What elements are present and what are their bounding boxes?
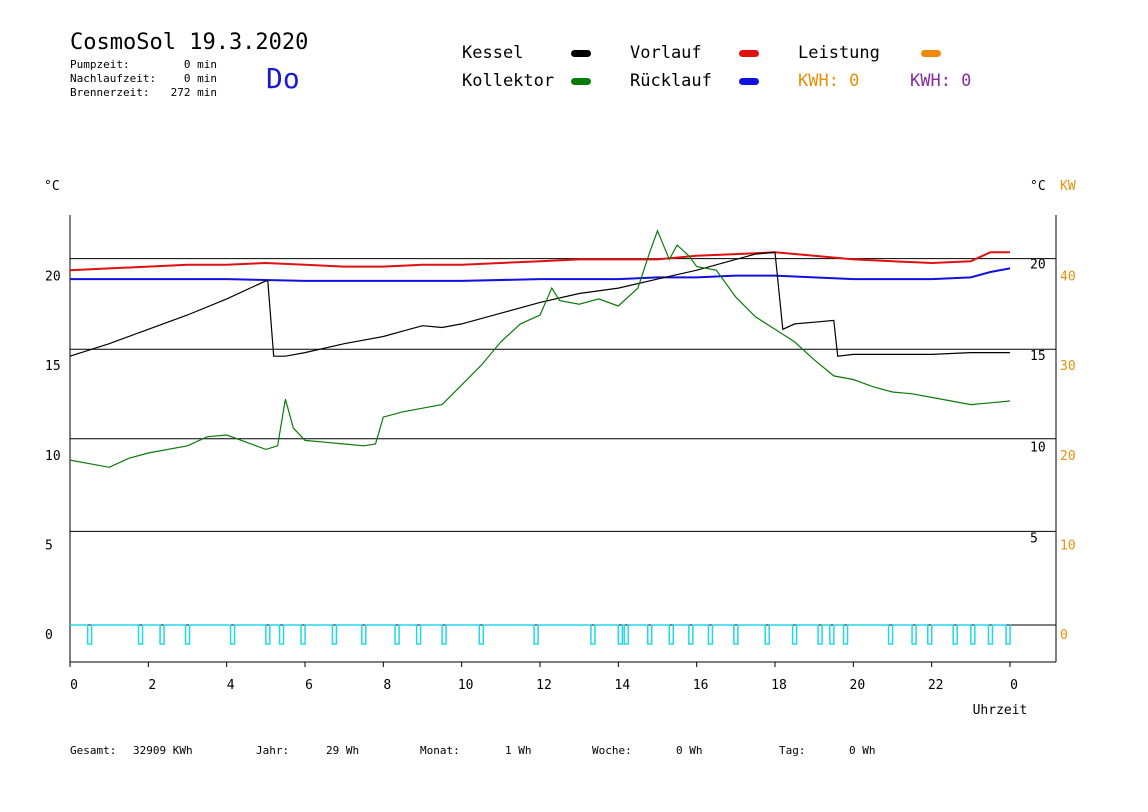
x-tick-label: 16 [693, 678, 709, 693]
series-kollektor-line [69, 229, 1011, 468]
y-right-tick-label: 20 [1030, 258, 1046, 273]
legend-kollektor-label: Kollektor [462, 71, 555, 91]
stat-nachlaufzeit-label: Nachlaufzeit: [70, 72, 157, 85]
y-right2-tick-label: 30 [1060, 359, 1076, 374]
y-right2-tick-label: 10 [1060, 538, 1076, 553]
footer-woche-value: 0 Wh [676, 744, 703, 757]
series-pumpe-line [70, 624, 1011, 645]
x-tick-label: 22 [928, 678, 944, 693]
legend-leistung-label: Leistung [798, 43, 880, 63]
footer-jahr-label: Jahr: [256, 744, 290, 757]
legend-leistung-swatch [921, 50, 941, 57]
stat-brennerzeit-label: Brennerzeit: [70, 86, 150, 99]
stat-pumpzeit-value: 0 min [183, 58, 217, 71]
y-left-tick-label: 0 [45, 628, 53, 643]
series-ruecklauf-line [70, 267, 1011, 282]
x-tick-label: 4 [227, 678, 235, 693]
y-left-tick-label: 15 [45, 359, 61, 374]
y-left-tick-label: 10 [45, 449, 61, 464]
x-tick-label: 20 [850, 678, 866, 693]
x-tick-label: 0 [1010, 678, 1018, 693]
chart-title: CosmoSol 19.3.2020 [70, 30, 309, 55]
legend-kessel-swatch [571, 50, 591, 57]
y-right2-tick-label: 20 [1060, 449, 1076, 464]
footer-jahr-value: 29 Wh [326, 744, 360, 757]
x-tick-label: 2 [148, 678, 156, 693]
footer-woche-label: Woche: [592, 744, 632, 757]
y-left-tick-label: 20 [45, 270, 61, 285]
x-tick-label: 6 [305, 678, 313, 693]
stat-brennerzeit-value: 272 min [170, 86, 217, 99]
footer-tag-value: 0 Wh [849, 744, 876, 757]
kwh-orange-text: KWH: 0 [798, 71, 860, 91]
footer-gesamt-value: 32909 KWh [133, 744, 193, 757]
x-tick-label: 8 [383, 678, 391, 693]
legend-ruecklauf-label: Rücklauf [630, 71, 712, 91]
x-tick-label: 12 [536, 678, 552, 693]
x-tick-label: 0 [70, 678, 78, 693]
x-axis-label: Uhrzeit [973, 703, 1028, 718]
y-left-tick-label: 5 [45, 538, 53, 553]
y-left-unit-label: °C [44, 179, 60, 194]
y-right-tick-label: 5 [1030, 532, 1038, 547]
y-right2-tick-label: 0 [1060, 628, 1068, 643]
legend-vorlauf-label: Vorlauf [630, 43, 702, 63]
y-right2-unit-label: KW [1060, 179, 1076, 194]
x-tick-label: 18 [771, 678, 787, 693]
y-right-tick-label: 10 [1030, 440, 1046, 455]
legend-kollektor-swatch [571, 78, 591, 85]
legend-ruecklauf-swatch [739, 78, 759, 85]
x-tick-label: 14 [615, 678, 631, 693]
x-tick-label: 10 [458, 678, 474, 693]
y-right-unit-label: °C [1030, 179, 1046, 194]
kwh-purple-text: KWH: 0 [910, 71, 972, 91]
footer-gesamt-label: Gesamt: [70, 744, 117, 757]
y-right-tick-label: 15 [1030, 349, 1046, 364]
y-right2-tick-label: 40 [1060, 270, 1076, 285]
stat-pumpzeit-label: Pumpzeit: [70, 58, 130, 71]
weekday-label: Do [266, 62, 300, 95]
legend-vorlauf-swatch [739, 50, 759, 57]
legend-kessel-label: Kessel [462, 43, 524, 63]
series-vorlauf-line [69, 251, 1010, 272]
stat-nachlaufzeit-value: 0 min [183, 72, 217, 85]
series-kessel-line [69, 251, 1010, 357]
footer-monat-value: 1 Wh [505, 744, 532, 757]
footer-monat-label: Monat: [420, 744, 460, 757]
footer-tag-label: Tag: [779, 744, 806, 757]
